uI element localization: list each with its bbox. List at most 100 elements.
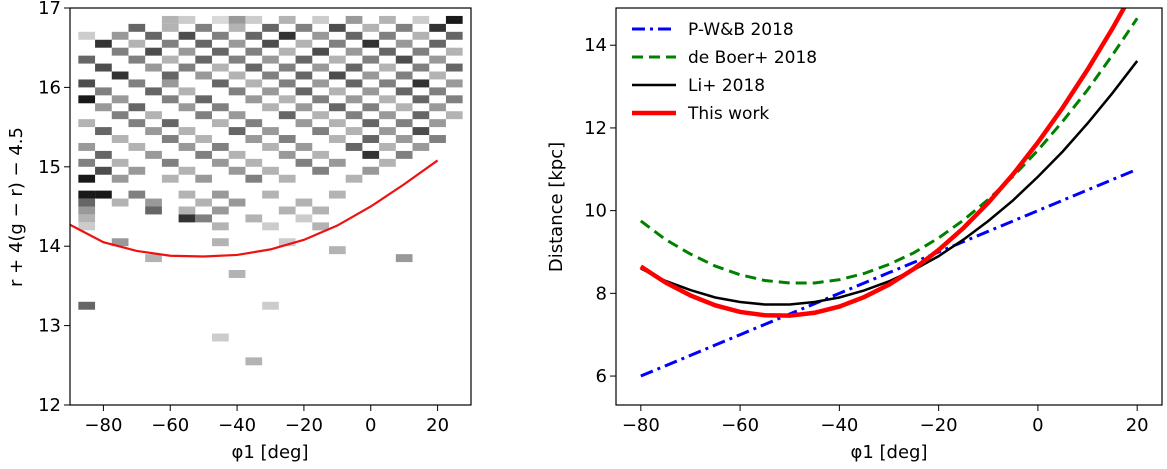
heatmap-cell [145,47,162,56]
y-tick-label: 15 [38,157,61,178]
heatmap-cell [328,158,346,167]
heatmap-cell [379,79,396,88]
heatmap-cell [161,95,179,104]
x-tick-label: 0 [365,415,376,436]
heatmap-cell [178,214,196,223]
x-tick-label: 0 [1032,415,1043,436]
heatmap-cell [128,103,146,112]
heatmap-cell [445,15,463,24]
heatmap-cell [128,79,146,88]
heatmap-cell [445,111,463,120]
heatmap-cell [95,127,112,136]
heatmap-cell [161,23,179,32]
heatmap-cell [161,119,179,128]
heatmap-cell [328,71,346,80]
heatmap-cell [295,87,313,96]
heatmap-cell [379,111,396,120]
heatmap-cell [78,198,96,207]
heatmap-cell [395,119,413,128]
heatmap-cell [128,190,146,199]
heatmap-cell [212,142,229,151]
heatmap-cell [195,174,213,183]
heatmap-cell [178,87,196,96]
x-tick-label: −60 [151,415,189,436]
heatmap-cell [328,135,346,143]
x-tick-label: −20 [285,415,323,436]
left-curves [70,159,439,258]
series-line [639,8,1127,318]
heatmap-cell [362,87,380,96]
heatmap-cell [295,198,313,207]
heatmap-cell [445,95,463,104]
x-tick-label: −40 [218,415,256,436]
heatmap-cell [212,222,229,231]
right-plot-frame [615,7,1163,406]
heatmap-cell [228,198,246,207]
heatmap-cell [312,222,329,231]
series-line [640,60,1139,306]
heatmap-cell [295,214,313,223]
heatmap-cell [295,39,313,48]
heatmap-cell [195,55,213,64]
heatmap-cell [212,206,229,215]
heatmap-cell [312,206,329,215]
heatmap-cell [128,39,146,48]
heatmap-cell [395,87,413,96]
y-tick-label: 16 [38,77,61,98]
heatmap-cell [328,246,346,255]
y-tick-label: 8 [596,283,607,304]
heatmap-cell [245,47,263,56]
heatmap-cell [78,301,96,310]
legend-label: P-W&B 2018 [688,20,794,40]
left-plot-frame [69,7,472,406]
heatmap-cell [362,103,380,112]
heatmap-cell [328,55,346,64]
heatmap-cell [178,63,196,72]
heatmap-cell [78,31,96,40]
heatmap-cell [362,119,380,128]
heatmap-cell [228,71,246,80]
heatmap-cell [195,150,213,159]
y-tick-label: 14 [584,35,607,56]
heatmap-cell [328,39,346,48]
x-tick-label: −40 [820,415,858,436]
heatmap-cell [245,79,263,88]
heatmap-cell [445,79,463,88]
heatmap-cell [95,190,112,199]
heatmap-cell [195,23,213,32]
heatmap-cell [278,238,296,247]
heatmap-cell [161,79,179,88]
heatmap-cell [312,31,329,40]
heatmap-cell [295,119,313,128]
heatmap-cell [262,87,279,96]
heatmap-cell [345,142,363,151]
heatmap-cell [345,174,363,183]
heatmap-cell [412,95,430,104]
heatmap-cell [412,142,430,151]
heatmap-cell [228,150,246,159]
heatmap-cell [78,158,96,167]
heatmap-cell [395,71,413,80]
right-curves [639,8,1139,378]
heatmap-cell [145,87,162,96]
heatmap-cell [111,31,129,40]
legend: P-W&B 2018 de Boer+ 2018 Li+ 2018 This work [632,20,817,124]
heatmap-cell [445,31,463,40]
heatmap-cells [78,15,463,366]
heatmap-cell [395,39,413,48]
heatmap-cell [111,111,129,120]
heatmap-cell [295,142,313,151]
heatmap-cell [412,111,430,120]
heatmap-cell [228,15,246,24]
heatmap-cell [111,158,129,167]
heatmap-cell [245,214,263,223]
y-tick-label: 6 [596,366,607,387]
heatmap-cell [212,15,229,24]
right-y-ticks: 6 8 10 12 14 [584,35,616,387]
heatmap-cell [78,55,96,64]
heatmap-cell [145,63,162,72]
heatmap-cell [379,47,396,56]
heatmap-cell [145,150,162,159]
heatmap-cell [345,47,363,56]
heatmap-cell [345,63,363,72]
